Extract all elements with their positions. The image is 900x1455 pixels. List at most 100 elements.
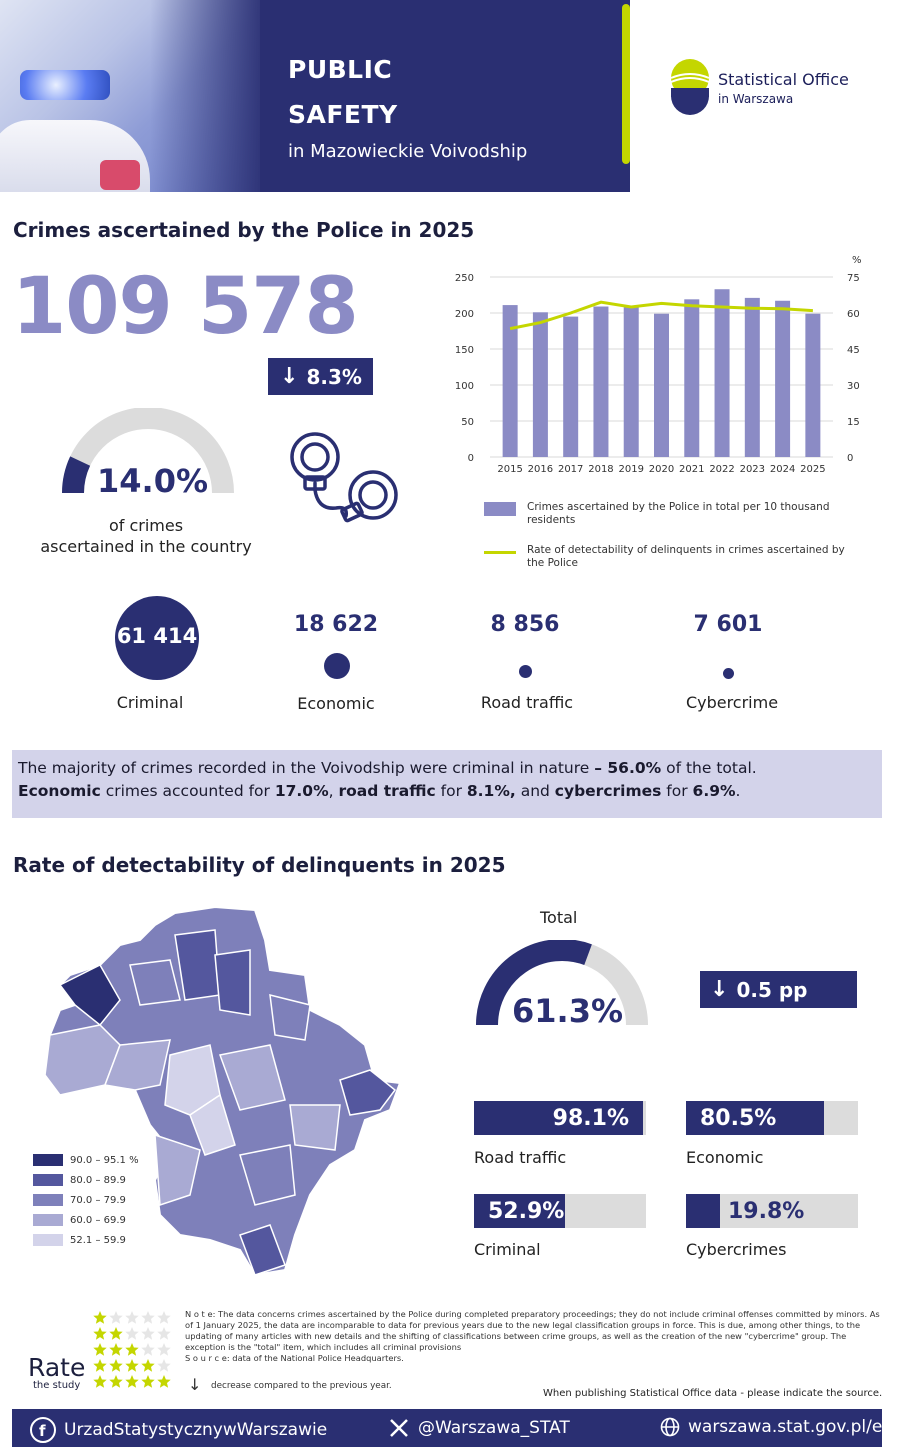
legend-bar-label: Crimes ascertained by the Police in tota…	[527, 501, 830, 526]
star-empty-icon	[157, 1359, 171, 1372]
map-legend-swatch	[32, 1213, 64, 1227]
bar-2017	[563, 316, 579, 457]
x-tick-label: 2023	[740, 464, 765, 475]
criminal-label: Criminal	[116, 693, 184, 712]
x-tick-label: 2021	[679, 464, 704, 475]
header-title-line1: PUBLIC	[288, 55, 393, 84]
legend-swatch-bar	[484, 502, 516, 516]
star-filled-icon	[93, 1343, 107, 1356]
star-filled-icon	[93, 1327, 107, 1340]
map-legend-label: 52.1 – 59.9	[70, 1234, 126, 1246]
share-caption-line1: of crimes	[108, 516, 184, 535]
star-filled-icon	[93, 1359, 107, 1372]
summary-box: The majority of crimes recorded in the V…	[12, 750, 882, 818]
bar-2021	[684, 299, 700, 457]
facebook-icon: f	[30, 1417, 56, 1443]
bar-fill	[686, 1101, 824, 1135]
bar-2025	[805, 313, 821, 457]
star-filled-icon	[109, 1343, 123, 1356]
star-filled-icon	[93, 1375, 107, 1388]
share-caption: of crimes ascertained in the country	[30, 515, 262, 557]
svg-text:f: f	[39, 1422, 46, 1440]
star-empty-icon	[141, 1343, 155, 1356]
star-filled-icon	[125, 1359, 139, 1372]
bar-value: 98.1%	[552, 1106, 629, 1131]
x-handle: @Warszawa_STAT	[418, 1418, 570, 1438]
crimes-change-badge: ↓ 8.3%	[268, 358, 373, 395]
x-tick-label: 2016	[528, 464, 553, 475]
star-filled-icon	[141, 1375, 155, 1388]
section-title-crimes: Crimes ascertained by the Police in 2025	[13, 218, 475, 242]
total-gauge-fill	[476, 940, 592, 1026]
y2-tick-label: 15	[847, 417, 860, 428]
share-value: 14.0%	[97, 462, 209, 500]
x-link[interactable]: @Warszawa_STAT	[388, 1417, 570, 1439]
map-legend-swatch	[32, 1173, 64, 1187]
star-empty-icon	[157, 1327, 171, 1340]
bar-track: 19.8%	[686, 1194, 858, 1228]
y2-tick-label: 30	[847, 381, 860, 392]
star-empty-icon	[125, 1311, 139, 1324]
map-legend-swatch	[32, 1193, 64, 1207]
x-logo-icon	[388, 1417, 410, 1439]
bar-2023	[744, 297, 760, 457]
star-empty-icon	[157, 1343, 171, 1356]
bar-2016	[532, 312, 548, 457]
section-title-detectability: Rate of detectability of delinquents in …	[13, 853, 506, 877]
logo-name: Statistical Office	[718, 70, 849, 89]
arrow-down-icon: ↓	[710, 977, 729, 1002]
summary-line1: The majority of crimes recorded in the V…	[18, 759, 757, 777]
facebook-link[interactable]: f UrzadStatystycznywWarszawie	[30, 1417, 327, 1443]
map-legend-item: 80.0 – 89.9	[32, 1173, 126, 1187]
voivodship-map	[43, 905, 402, 1277]
note-text: N o t e: The data concerns crimes ascert…	[185, 1309, 880, 1363]
facebook-handle: UrzadStatystycznywWarszawie	[64, 1420, 328, 1440]
star-filled-icon	[141, 1359, 155, 1372]
statistical-office-logo-icon	[670, 59, 710, 115]
header-accent-stripe	[622, 4, 630, 164]
map-legend-swatch	[32, 1153, 64, 1167]
y2-tick-label: 0	[847, 453, 853, 464]
bar-fill	[474, 1101, 643, 1135]
criminal-value: 61 414	[116, 624, 198, 648]
bar-label: Criminal	[474, 1240, 541, 1259]
bar-2015	[502, 305, 518, 457]
bar-fill	[686, 1194, 720, 1228]
x-tick-label: 2020	[649, 464, 674, 475]
bar-label: Cybercrimes	[686, 1240, 787, 1259]
bar-value: 52.9%	[488, 1199, 565, 1224]
y2-tick-label: 75	[847, 273, 860, 284]
logo-city: in Warszawa	[718, 92, 794, 106]
cybercrime-value: 7 601	[693, 612, 763, 637]
website-link[interactable]: warszawa.stat.gov.pl/en/	[660, 1417, 899, 1437]
rate-sub: the study	[33, 1380, 81, 1391]
bar-track: 52.9%	[474, 1194, 646, 1228]
y2-axis-label: %	[852, 255, 862, 266]
publish-note: When publishing Statistical Office data …	[543, 1388, 883, 1399]
star-empty-icon	[109, 1311, 123, 1324]
total-label: Total	[540, 908, 578, 927]
star-filled-icon	[109, 1375, 123, 1388]
total-gauge	[476, 940, 648, 1026]
star-filled-icon	[93, 1311, 107, 1324]
x-tick-label: 2018	[588, 464, 613, 475]
total-value: 61.3%	[512, 992, 624, 1030]
road-traffic-label: Road traffic	[480, 693, 574, 712]
rate-word[interactable]: Rate	[28, 1353, 86, 1382]
legend-swatch-line	[484, 551, 516, 554]
bar-fill	[474, 1194, 565, 1228]
star-empty-icon	[141, 1311, 155, 1324]
map-legend-swatch	[32, 1233, 64, 1247]
y-tick-label: 0	[468, 453, 474, 464]
star-filled-icon	[125, 1375, 139, 1388]
y-tick-label: 50	[461, 417, 474, 428]
bar-2019	[623, 307, 639, 457]
x-tick-label: 2019	[619, 464, 644, 475]
header-subtitle: in Mazowieckie Voivodship	[288, 141, 528, 162]
y-tick-label: 150	[455, 345, 474, 356]
handcuffs-icon	[290, 432, 398, 523]
arrow-down-icon: ↓	[280, 364, 299, 389]
x-tick-label: 2024	[770, 464, 795, 475]
arrow-down-icon: ↓	[188, 1375, 202, 1394]
header-title-line2: SAFETY	[288, 100, 398, 129]
